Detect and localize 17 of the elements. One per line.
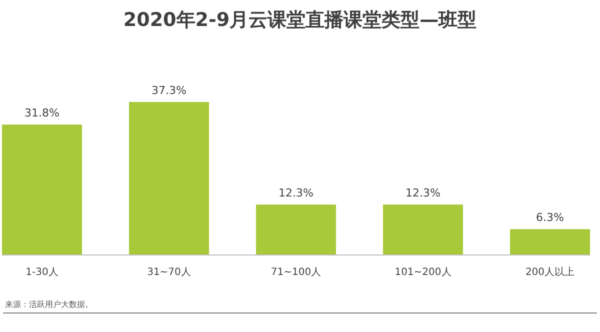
data-label: 37.3% xyxy=(152,84,186,97)
data-label: 31.8% xyxy=(24,106,60,120)
bar xyxy=(510,229,590,255)
data-label: 12.3% xyxy=(406,186,440,200)
chart-title: 2020年2-9月云课堂直播课堂类型—班型 xyxy=(123,9,477,31)
x-tick-label: 1-30人 xyxy=(26,267,58,278)
x-tick-label: 101~200人 xyxy=(394,267,452,278)
data-label: 6.3% xyxy=(536,211,564,224)
x-tick-label: 200人以上 xyxy=(525,266,575,278)
bar xyxy=(382,204,464,255)
bar xyxy=(129,102,210,255)
x-tick-label: 71~100人 xyxy=(270,267,322,278)
source-note: 来源：活跃用户大数据。 xyxy=(5,300,93,309)
x-tick-label: 31~70人 xyxy=(147,267,191,278)
data-label: 12.3% xyxy=(278,186,314,200)
bar xyxy=(2,124,82,255)
bar xyxy=(256,204,336,255)
